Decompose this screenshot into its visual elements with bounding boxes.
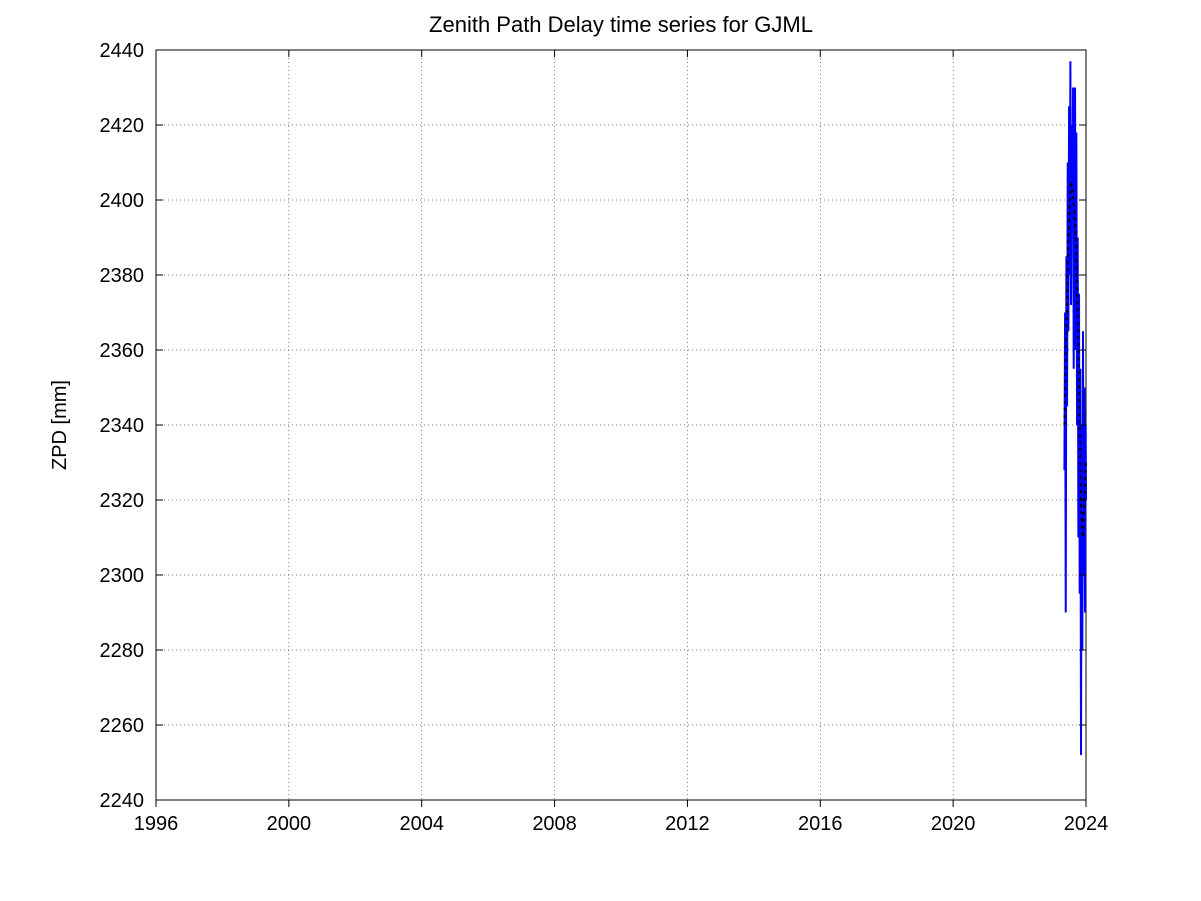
tick-marks xyxy=(156,50,1086,807)
y-tick-label: 2360 xyxy=(100,340,145,362)
x-tick-label: 2016 xyxy=(798,813,843,835)
x-tick-label: 2000 xyxy=(267,813,312,835)
x-tick-label: 2012 xyxy=(665,813,710,835)
y-tick-label: 2380 xyxy=(100,265,145,287)
y-tick-label: 2260 xyxy=(100,715,145,737)
x-tick-label: 2004 xyxy=(399,813,444,835)
tick-labels: 1996 2000 2004 2008 2012 2016 2020 2024 2240 2260… xyxy=(100,40,1109,835)
y-axis-label: ZPD [mm] xyxy=(49,380,71,470)
chart-title: Zenith Path Delay time series for GJML xyxy=(429,12,813,37)
y-tick-label: 2420 xyxy=(100,115,145,137)
chart-svg: 1996 2000 2004 2008 2012 2016 2020 2024 2240 2260… xyxy=(0,0,1201,901)
y-tick-label: 2440 xyxy=(100,40,145,62)
series-zpd-raw xyxy=(1064,61,1086,755)
y-tick-label: 2240 xyxy=(100,790,145,812)
x-tick-label: 2020 xyxy=(931,813,976,835)
grid xyxy=(156,50,1086,800)
data-series xyxy=(1064,61,1086,755)
y-tick-label: 2300 xyxy=(100,565,145,587)
y-tick-label: 2400 xyxy=(100,190,145,212)
x-tick-label: 2024 xyxy=(1064,813,1109,835)
x-tick-label: 1996 xyxy=(134,813,179,835)
y-tick-label: 2340 xyxy=(100,415,145,437)
y-tick-label: 2280 xyxy=(100,640,145,662)
chart-container: 1996 2000 2004 2008 2012 2016 2020 2024 2240 2260… xyxy=(0,0,1201,901)
x-tick-label: 2008 xyxy=(532,813,577,835)
y-tick-label: 2320 xyxy=(100,490,145,512)
